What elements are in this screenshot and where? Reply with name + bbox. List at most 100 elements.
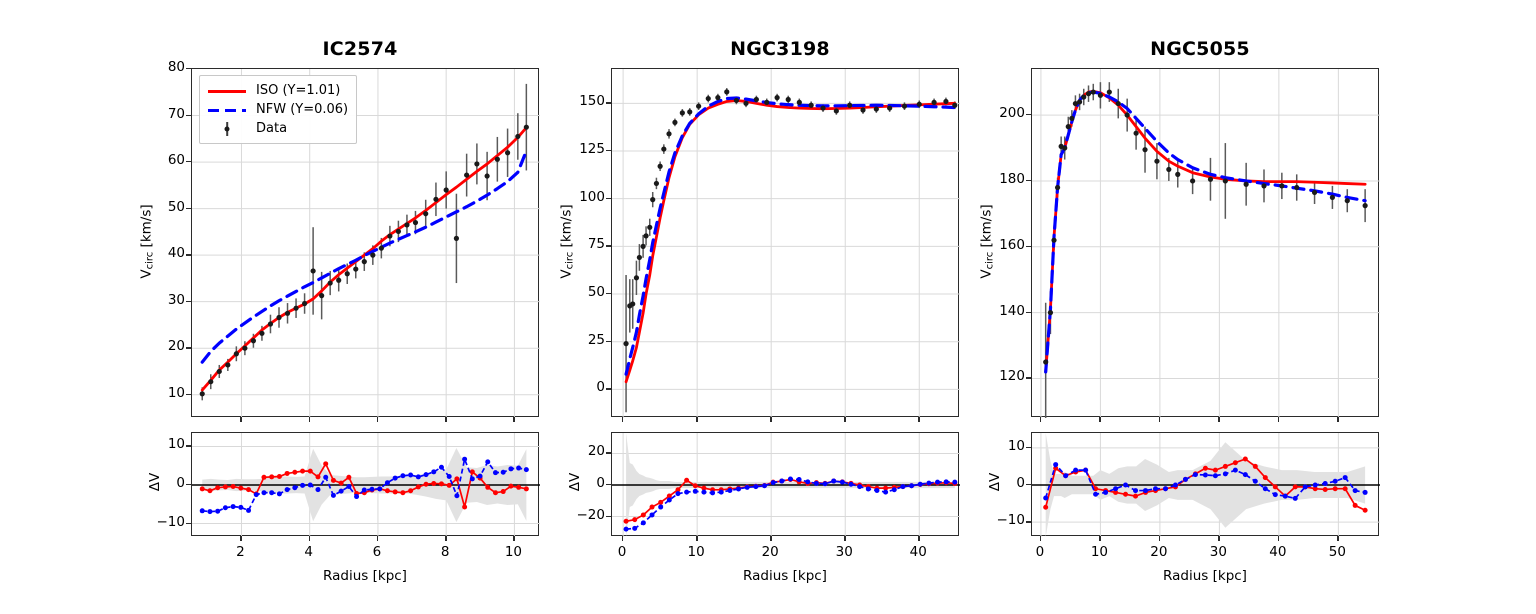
y-tick-label: 200 xyxy=(999,105,1025,122)
residual-y-tick-label: 0 xyxy=(596,475,605,491)
x-axis-label: Radius [kpc] xyxy=(1163,568,1247,584)
solid-red-line-icon xyxy=(206,84,248,98)
residual-y-tick-mark xyxy=(606,484,611,486)
panel-title: IC2574 xyxy=(322,38,398,60)
rotation-curve-plot-area xyxy=(1031,68,1380,418)
x-tick-mark xyxy=(1039,536,1042,541)
y-axis-label: Vcirc [km/s] xyxy=(978,203,996,279)
x-tick-mark xyxy=(513,536,515,541)
y-tick-mark xyxy=(606,388,611,390)
y-axis-label: Vcirc [km/s] xyxy=(138,203,156,279)
residual-y-tick-label: 20 xyxy=(587,443,605,460)
y-tick-mark xyxy=(606,102,611,104)
x-tick-label: 10 xyxy=(504,544,522,560)
x-tick-mark xyxy=(240,536,242,541)
x-tick-mark xyxy=(1218,417,1220,422)
x-axis-label: Radius [kpc] xyxy=(323,568,407,584)
panel-ic2574: IC2574 10 20 30 40 50 60 70 80 Vcirc [km/s] −10 0 10… xyxy=(139,0,570,614)
y-tick-label: 120 xyxy=(999,368,1025,385)
residual-y-axis-label: ΔV xyxy=(147,472,163,492)
residual-y-tick-label: −20 xyxy=(576,506,606,523)
panel-ngc3198: NGC3198 0 25 50 75 100 125 150 Vcirc [km/s] −20 0 2… xyxy=(559,0,990,614)
residual-y-tick-mark xyxy=(186,445,191,447)
residual-y-tick-label: −10 xyxy=(996,512,1026,529)
x-axis-label: Radius [kpc] xyxy=(743,568,827,584)
y-tick-mark xyxy=(1026,311,1031,314)
rotation-curve-plot-area xyxy=(611,68,960,418)
y-tick-mark xyxy=(1026,179,1031,182)
y-tick-label: 150 xyxy=(579,93,605,110)
residual-y-tick-label: 0 xyxy=(176,475,185,491)
residual-plot-area xyxy=(191,432,540,537)
x-tick-mark xyxy=(308,536,311,541)
x-tick-label: 0 xyxy=(1035,544,1045,560)
legend-item: Data xyxy=(206,119,348,138)
x-tick-label: 10 xyxy=(687,544,705,560)
y-tick-mark xyxy=(1026,114,1031,116)
x-tick-label: 10 xyxy=(1090,544,1108,560)
x-tick-label: 6 xyxy=(372,544,382,560)
y-tick-mark xyxy=(1026,245,1031,248)
x-tick-label: 2 xyxy=(236,544,245,560)
y-tick-label: 25 xyxy=(587,331,605,348)
y-tick-label: 125 xyxy=(579,141,605,157)
residual-y-tick-mark xyxy=(1026,446,1031,449)
x-tick-mark xyxy=(770,417,772,422)
x-tick-mark xyxy=(1337,417,1339,422)
x-tick-mark xyxy=(1099,536,1101,541)
y-tick-mark xyxy=(186,300,191,303)
x-tick-mark xyxy=(622,536,624,541)
y-tick-mark xyxy=(186,114,191,116)
x-tick-mark xyxy=(1158,417,1161,422)
residual-plot-area xyxy=(1031,432,1380,537)
x-tick-label: 40 xyxy=(909,544,927,560)
y-tick-mark xyxy=(186,254,191,256)
y-tick-label: 80 xyxy=(167,59,185,75)
y-tick-label: 160 xyxy=(999,236,1025,253)
x-tick-mark xyxy=(844,417,846,422)
y-tick-label: 30 xyxy=(167,291,185,308)
residual-y-tick-label: 0 xyxy=(1016,475,1025,491)
y-tick-label: 40 xyxy=(167,245,185,262)
x-tick-mark xyxy=(513,417,515,422)
x-tick-label: 40 xyxy=(1269,544,1287,560)
y-tick-label: 50 xyxy=(587,284,605,301)
panel-ngc5055: NGC5055 120 140 160 180 200 Vcirc [km/s] −10 0 10… xyxy=(979,0,1410,614)
residual-plot-area xyxy=(611,432,960,537)
black-errorbar-marker-icon xyxy=(206,121,248,136)
legend-item: NFW (Y=0.06) xyxy=(206,100,348,119)
y-tick-mark xyxy=(186,161,191,163)
residual-y-tick-mark xyxy=(186,522,191,524)
y-tick-label: 10 xyxy=(167,384,185,401)
residual-y-tick-label: 10 xyxy=(167,436,185,453)
y-tick-label: 70 xyxy=(167,105,185,122)
y-tick-label: 180 xyxy=(999,170,1025,187)
x-tick-mark xyxy=(622,417,624,422)
y-tick-label: 75 xyxy=(587,236,605,253)
x-tick-mark xyxy=(1218,536,1220,541)
residual-y-tick-mark xyxy=(186,484,191,486)
x-tick-mark xyxy=(770,536,772,541)
y-tick-label: 140 xyxy=(999,302,1025,319)
x-tick-mark xyxy=(918,536,920,541)
x-tick-mark xyxy=(918,417,920,422)
y-tick-mark xyxy=(1026,377,1031,379)
x-tick-label: 8 xyxy=(440,544,450,560)
y-tick-mark xyxy=(606,245,611,247)
x-tick-mark xyxy=(696,536,698,541)
x-tick-mark xyxy=(376,417,379,422)
legend-label: NFW (Y=0.06) xyxy=(256,102,349,117)
y-tick-label: 50 xyxy=(167,198,185,215)
x-tick-mark xyxy=(1039,417,1042,422)
residual-y-tick-label: −10 xyxy=(156,513,186,530)
y-tick-mark xyxy=(186,347,191,349)
y-tick-mark xyxy=(606,293,611,295)
panel-title: NGC5055 xyxy=(1150,38,1250,60)
x-tick-label: 0 xyxy=(617,544,627,560)
x-tick-label: 4 xyxy=(304,544,313,560)
residual-y-tick-mark xyxy=(606,515,611,517)
legend: ISO (Y=1.01) NFW (Y=0.06) Data xyxy=(199,75,358,144)
residual-y-tick-mark xyxy=(606,452,611,454)
x-tick-mark xyxy=(844,536,846,541)
